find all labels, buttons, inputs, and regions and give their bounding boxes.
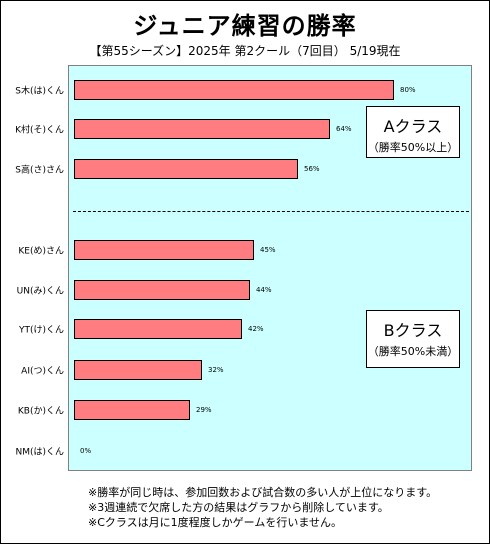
bar: [74, 360, 202, 380]
chart-title: ジュニア練習の勝率: [133, 12, 357, 40]
class-a-box: Aクラス （勝率50%以上）: [366, 106, 460, 158]
class-divider-line: [73, 211, 469, 212]
value-label: 0%: [80, 447, 92, 455]
category-label: KE(め)さん: [18, 246, 64, 257]
value-label: 56%: [304, 165, 320, 173]
category-label: YT(け)くん: [18, 325, 64, 336]
footnotes: ※勝率が同じ時は、参加回数および試合数の多い人が上位になります。 ※3週連続で欠…: [88, 485, 437, 530]
footnote-3: ※Cクラスは月に1度程度しかゲームを行いません。: [88, 516, 343, 529]
category-label: UN(み)くん: [16, 286, 64, 297]
value-label: 44%: [256, 286, 272, 294]
value-label: 29%: [196, 406, 212, 414]
value-label: 42%: [248, 325, 264, 333]
category-label: S木(は)くん: [15, 86, 64, 97]
chart-subtitle: 【第55シーズン】2025年 第2クール（7回目） 5/19現在: [89, 44, 401, 58]
class-b-box: Bクラス （勝率50%未満）: [366, 310, 460, 368]
class-b-note: （勝率50%未満）: [367, 345, 459, 358]
category-label: NM(は)くん: [15, 447, 64, 458]
footnote-1: ※勝率が同じ時は、参加回数および試合数の多い人が上位になります。: [88, 486, 438, 499]
bar: [74, 80, 394, 100]
bar: [74, 280, 250, 300]
bar: [74, 159, 298, 179]
bar: [74, 240, 254, 260]
class-a-title: Aクラス: [383, 117, 443, 136]
footnote-2: ※3週連続で欠席した方の結果はグラフから削除しています。: [88, 501, 389, 514]
value-label: 64%: [336, 125, 352, 133]
class-a-note: （勝率50%以上）: [367, 141, 459, 154]
class-b-title: Bクラス: [383, 321, 443, 340]
bar: [74, 400, 190, 420]
category-label: K村(そ)くん: [15, 125, 64, 136]
bar: [74, 319, 242, 339]
bar: [74, 119, 330, 139]
value-label: 45%: [260, 246, 276, 254]
value-label: 80%: [400, 86, 416, 94]
value-label: 32%: [208, 366, 224, 374]
category-label: S高(さ)さん: [15, 165, 64, 176]
category-label: AI(つ)くん: [21, 366, 64, 377]
category-label: KB(か)くん: [17, 406, 64, 417]
